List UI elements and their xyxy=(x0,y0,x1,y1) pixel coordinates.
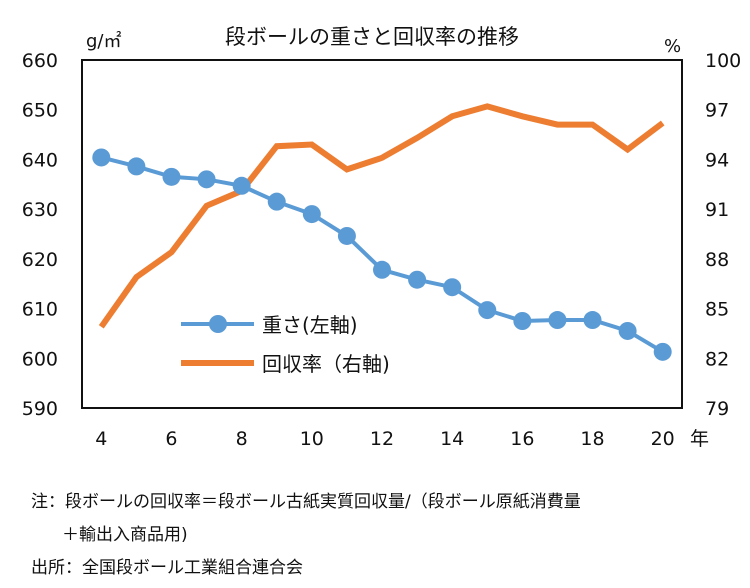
right-y-tick-label: 100 xyxy=(705,50,741,72)
weight-point xyxy=(127,157,146,176)
right-y-tick-label: 79 xyxy=(705,398,729,420)
left-y-tick-label: 630 xyxy=(22,199,58,221)
weight-point xyxy=(302,205,321,224)
x-tick-label: 6 xyxy=(165,428,177,450)
x-tick-label: 18 xyxy=(580,428,604,450)
note-line-2: ＋輸出入商品用) xyxy=(62,525,188,545)
legend: 重さ(左軸) 回収率（右軸) xyxy=(181,313,390,376)
right-y-tick-label: 97 xyxy=(705,100,729,122)
right-y-tick-label: 85 xyxy=(705,299,729,321)
x-axis-label: 年 xyxy=(690,428,709,450)
weight-point xyxy=(267,192,286,211)
x-tick-label: 4 xyxy=(95,428,107,450)
note-line-1: 注：段ボールの回収率＝段ボール古紙実質回収量/（段ボール原紙消費量 xyxy=(31,492,581,512)
weight-point xyxy=(92,148,111,167)
weight-point xyxy=(513,312,532,330)
right-y-tick-label: 94 xyxy=(705,149,729,171)
x-tick-label: 10 xyxy=(300,428,324,450)
chart: 段ボールの重さと回収率の推移 g/㎡ % 5906006106206306406… xyxy=(22,25,742,450)
weight-point xyxy=(408,270,427,289)
weight-point xyxy=(583,311,602,330)
x-tick-label: 20 xyxy=(651,428,675,450)
left-y-tick-label: 660 xyxy=(22,50,58,72)
weight-point xyxy=(443,278,462,297)
weight-point xyxy=(337,226,356,245)
legend-rate-label: 回収率（右軸) xyxy=(262,352,390,376)
source-note: 出所：全国段ボール工業組合連合会 xyxy=(31,558,303,578)
x-tick-label: 16 xyxy=(510,428,534,450)
weight-point xyxy=(197,170,216,189)
left-y-tick-label: 640 xyxy=(22,149,58,171)
left-axis-unit: g/㎡ xyxy=(86,30,122,52)
weight-point xyxy=(618,321,637,340)
x-tick-label: 8 xyxy=(236,428,248,450)
right-y-tick-label: 91 xyxy=(705,199,729,221)
weight-point xyxy=(653,342,672,361)
left-y-tick-label: 590 xyxy=(22,398,58,420)
recovery-rate-line xyxy=(98,103,665,329)
weight-point xyxy=(373,260,391,279)
chart-title: 段ボールの重さと回収率の推移 xyxy=(225,25,519,49)
right-axis-unit: % xyxy=(664,36,681,57)
weight-point xyxy=(162,167,181,186)
left-y-tick-label: 620 xyxy=(22,249,58,271)
weight-point xyxy=(232,176,251,195)
weight-point xyxy=(478,301,497,320)
legend-weight-marker xyxy=(209,315,227,333)
left-y-tick-label: 610 xyxy=(22,299,58,321)
right-y-tick-label: 82 xyxy=(705,348,729,370)
left-y-tick-label: 600 xyxy=(22,348,58,370)
left-y-tick-label: 650 xyxy=(22,100,58,122)
weight-point xyxy=(548,311,567,330)
x-tick-label: 12 xyxy=(370,428,394,450)
right-y-tick-label: 88 xyxy=(705,249,729,271)
x-tick-label: 14 xyxy=(440,428,464,450)
plot-area xyxy=(81,59,683,409)
legend-weight-label: 重さ(左軸) xyxy=(262,313,358,337)
